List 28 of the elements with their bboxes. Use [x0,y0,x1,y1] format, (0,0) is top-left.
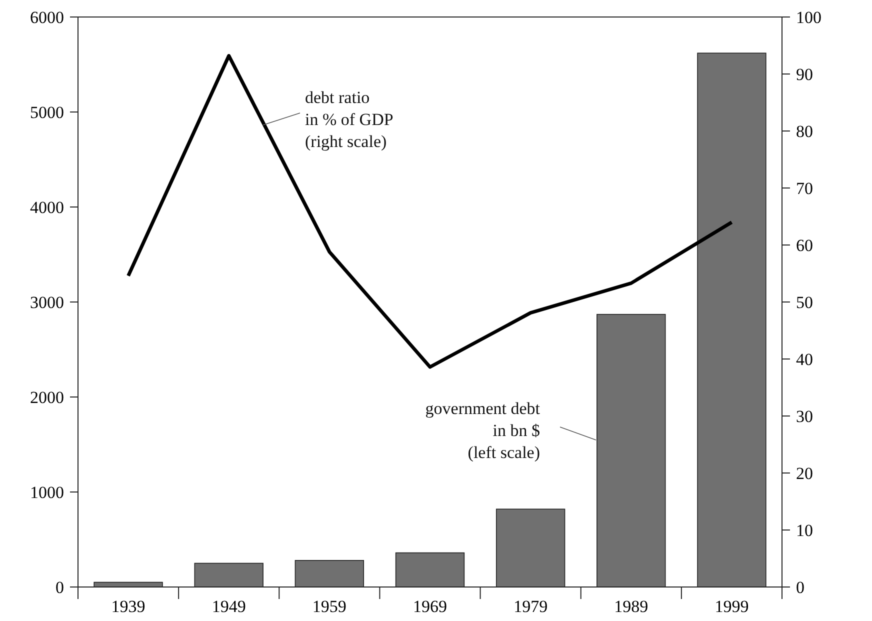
x-tick-label: 1999 [714,597,749,616]
y-tick-label: 5000 [30,102,64,122]
series-label: debt ratio in % of GDP (right scale) [305,88,394,151]
y2-tick-label: 20 [796,464,813,483]
x-tick-label: 1979 [514,597,548,616]
y2-tick-label: 40 [796,350,813,369]
text: government debt in bn $ (left scale) [425,399,540,462]
y-tick-label: 4000 [30,198,64,217]
x-tick-label: 1969 [413,597,447,616]
x-tick-label: 1939 [111,597,146,616]
line-series [126,54,734,369]
y2-tick-label: 0 [796,578,804,597]
y-tick-label: 0 [56,578,64,597]
y2-tick-label: 10 [796,520,813,540]
y-tick-label: 3000 [30,292,64,312]
y2-tick-label: 80 [796,122,813,141]
x-tick-label: 1989 [614,597,648,616]
y-tick-label: 1000 [30,482,64,502]
y2-tick-label: 70 [796,178,813,198]
x-tick-label: 1949 [212,597,246,616]
y2-tick-label: 50 [796,292,813,312]
y-tick-label: 2000 [30,388,64,407]
y2-tick-label: 30 [796,406,813,426]
x-tick-label: 1959 [312,597,346,616]
y2-tick-label: 100 [796,8,822,27]
y-tick-label: 6000 [30,8,64,27]
y2-tick-label: 60 [796,236,813,255]
y2-tick-label: 90 [796,64,813,84]
